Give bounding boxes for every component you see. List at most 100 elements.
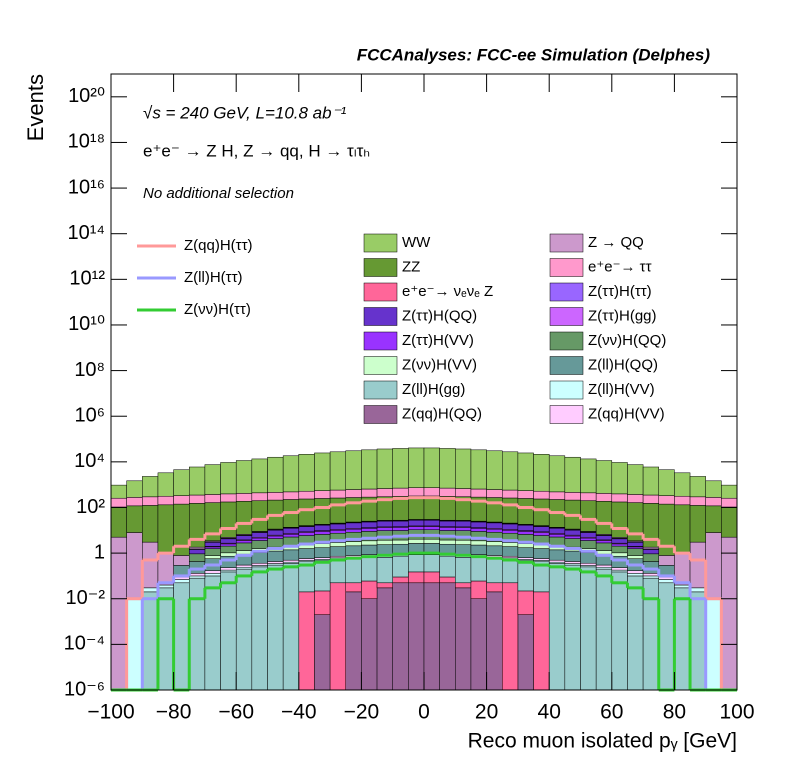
bar [282, 559, 300, 563]
bar [455, 527, 472, 531]
bar [157, 552, 174, 586]
bar [267, 492, 284, 501]
bar [533, 490, 550, 500]
legend-label: WW [402, 234, 431, 251]
bar [157, 584, 174, 589]
bar [329, 582, 347, 691]
bar [705, 505, 722, 533]
bar [235, 501, 253, 535]
bar [439, 487, 456, 497]
bar [173, 503, 190, 556]
bar [674, 587, 691, 691]
legend-swatch [549, 307, 584, 326]
bar [423, 582, 440, 691]
bar [376, 582, 393, 589]
legend-label: Z(qq)H(VV) [588, 405, 665, 422]
bar [611, 571, 628, 691]
bar [502, 451, 519, 491]
bar [376, 448, 393, 489]
bar [376, 527, 393, 531]
x-tick-label: −60 [218, 701, 254, 724]
bar [595, 535, 613, 541]
bar [580, 500, 597, 532]
legend-swatch [549, 331, 584, 351]
bar [408, 495, 425, 520]
bar [658, 555, 675, 566]
y-tick-label: 10⁸ [74, 359, 105, 381]
bar [705, 598, 722, 691]
bar [298, 532, 315, 536]
bar [455, 488, 472, 497]
legend-label: Z(qq)H(ττ) [184, 237, 253, 254]
bar [298, 526, 315, 533]
legend-swatch [363, 380, 398, 400]
bar [533, 591, 550, 691]
y-tick-label: 10⁻² [66, 587, 106, 609]
bar [486, 557, 503, 584]
bar [580, 552, 597, 564]
bar [627, 548, 644, 556]
bar [455, 582, 472, 589]
bar [486, 545, 503, 556]
bar [689, 476, 706, 498]
legend-swatch [363, 331, 398, 351]
bar [627, 464, 644, 495]
bar [376, 587, 393, 691]
legend-label: Z(νν)H(VV) [402, 356, 477, 373]
bar [220, 462, 237, 495]
bar [251, 562, 268, 566]
bar [267, 535, 284, 539]
bar [345, 545, 362, 556]
legend-swatch [363, 233, 398, 253]
bar [455, 540, 472, 545]
chart-title: FCCAnalyses: FCC-ee Simulation (Delphes) [357, 45, 711, 64]
bar [642, 549, 659, 555]
bar [314, 560, 331, 592]
bar [314, 531, 331, 535]
bar [548, 491, 566, 500]
bar [142, 505, 159, 543]
bar [642, 546, 659, 550]
bar [486, 450, 503, 490]
bar [470, 528, 487, 532]
bar [533, 532, 550, 536]
bar [361, 556, 378, 582]
bar [502, 489, 519, 499]
bar [502, 530, 519, 534]
bar [486, 497, 503, 523]
bar [220, 538, 237, 544]
bar [298, 558, 315, 561]
bar [408, 526, 425, 530]
bar [142, 541, 159, 589]
y-tick-label: 10¹⁴ [68, 222, 106, 244]
bar [533, 558, 550, 561]
bar [674, 472, 691, 497]
bar [423, 543, 440, 553]
bar [470, 556, 487, 582]
bar [235, 542, 253, 551]
bar [298, 454, 315, 492]
bar [110, 506, 127, 538]
bar [204, 546, 221, 549]
bar [173, 495, 190, 505]
x-axis-label: Reco muon isolated pᵧ [GeV] [468, 730, 737, 753]
bar [392, 576, 409, 584]
bar [220, 493, 237, 503]
bar [486, 591, 503, 691]
y-tick-label: 10⁶ [75, 405, 105, 427]
bar [658, 579, 675, 584]
bar [376, 540, 393, 545]
bar [439, 527, 456, 531]
y-tick-label: 1 [94, 541, 105, 563]
bar [502, 542, 519, 547]
bar [486, 522, 503, 529]
bar [486, 582, 503, 593]
legend-swatch [363, 405, 398, 424]
bar [220, 545, 237, 554]
bar [455, 530, 472, 541]
bar [314, 557, 331, 560]
legend-swatch [363, 282, 398, 302]
bar [502, 523, 519, 530]
bar [282, 491, 300, 500]
bar [157, 495, 174, 506]
